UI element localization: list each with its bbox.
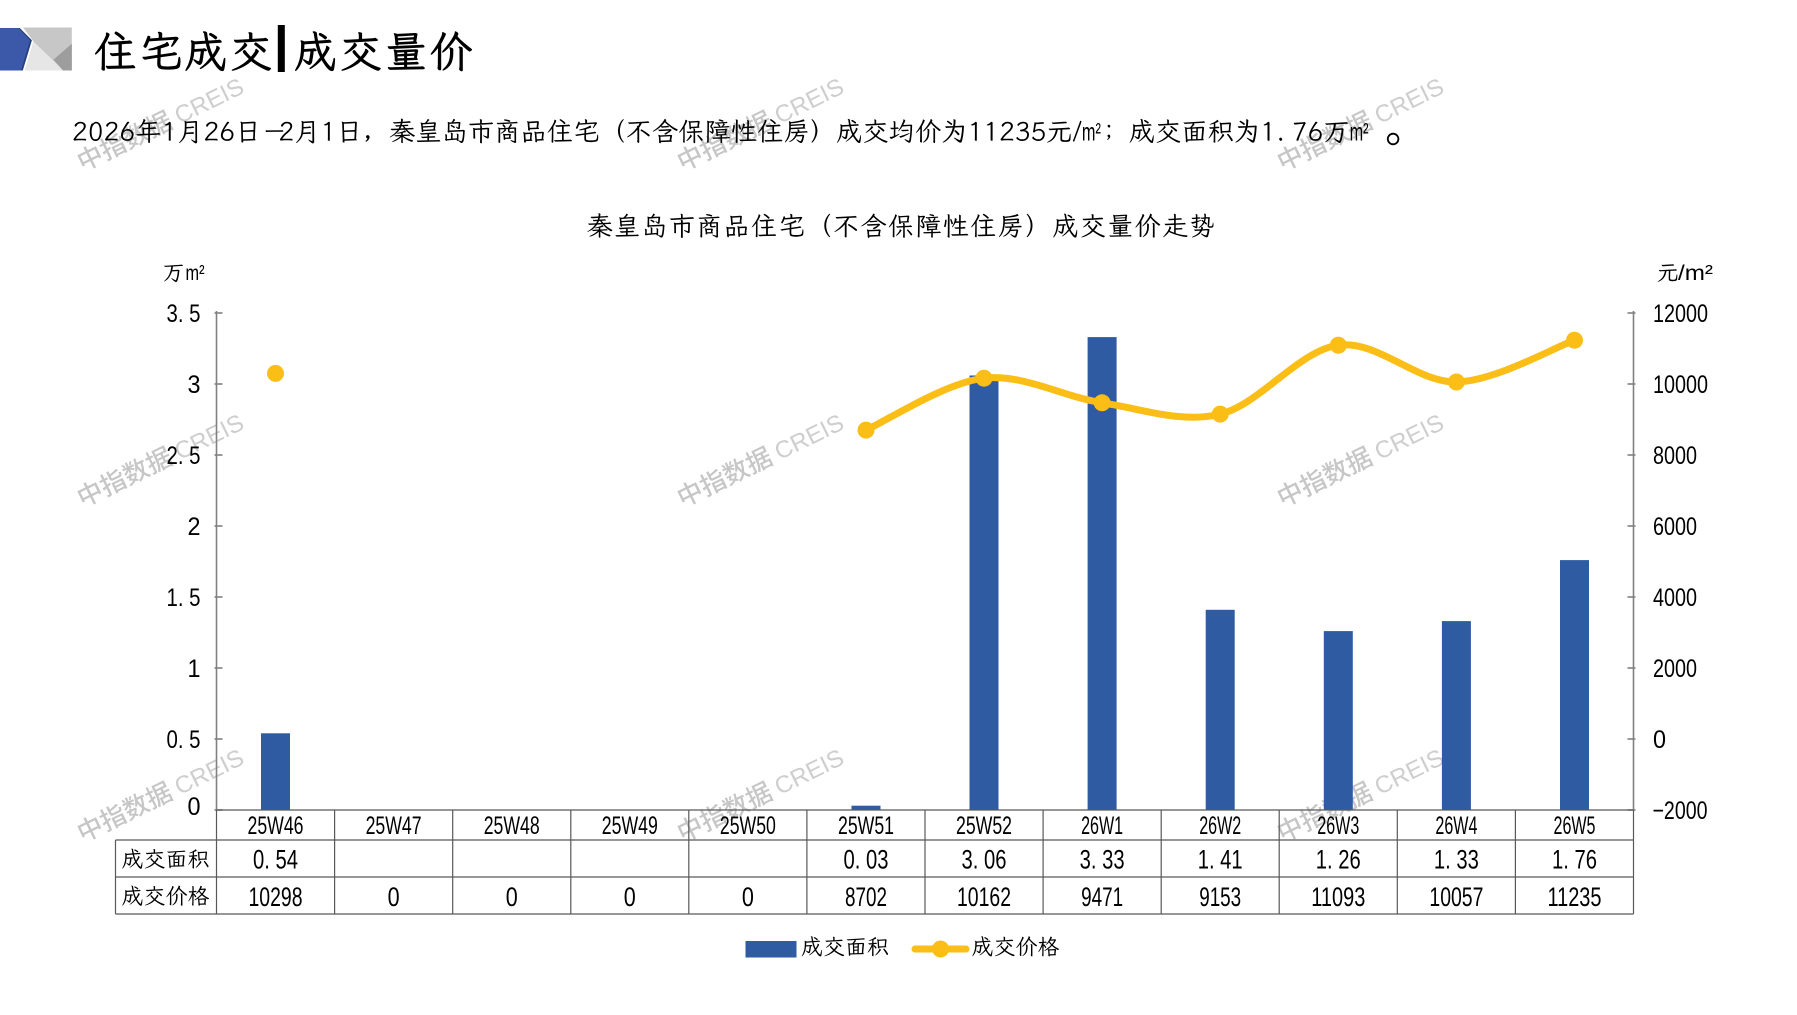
svg-text:11093: 11093	[1311, 882, 1365, 912]
svg-text:25W46: 25W46	[248, 812, 304, 840]
svg-text:m²: m²	[1350, 119, 1369, 147]
svg-text:0: 0	[188, 793, 201, 821]
svg-text:2. 5: 2. 5	[167, 442, 201, 470]
svg-text:6000: 6000	[1653, 513, 1697, 541]
svg-text:25W48: 25W48	[484, 812, 540, 840]
svg-text:1. 5: 1. 5	[167, 584, 201, 612]
svg-text:3. 5: 3. 5	[167, 300, 201, 328]
svg-text:3. 33: 3. 33	[1080, 844, 1125, 874]
svg-text:0: 0	[506, 882, 518, 912]
svg-text:12000: 12000	[1653, 300, 1708, 328]
svg-text:26W2: 26W2	[1199, 812, 1241, 840]
svg-text:8702: 8702	[845, 882, 887, 912]
svg-text:1: 1	[188, 655, 201, 683]
svg-text:1. 26: 1. 26	[1316, 844, 1361, 874]
svg-text:11235: 11235	[1548, 882, 1602, 912]
svg-text:0: 0	[1653, 726, 1666, 754]
svg-text:3: 3	[188, 371, 201, 399]
svg-text:m²: m²	[186, 262, 205, 285]
svg-text:0. 5: 0. 5	[167, 726, 201, 754]
svg-text:3. 06: 3. 06	[962, 844, 1007, 874]
svg-text:0. 54: 0. 54	[253, 844, 298, 874]
svg-text:9471: 9471	[1081, 882, 1123, 912]
svg-text:25W47: 25W47	[366, 812, 422, 840]
svg-text:26W5: 26W5	[1554, 812, 1596, 840]
svg-text:25W50: 25W50	[720, 812, 776, 840]
svg-text:1. 33: 1. 33	[1434, 844, 1479, 874]
svg-text:26W1: 26W1	[1081, 812, 1123, 840]
svg-text:10162: 10162	[957, 882, 1011, 912]
svg-text:1. 76: 1. 76	[1552, 844, 1597, 874]
svg-text:25W52: 25W52	[956, 812, 1012, 840]
svg-text:0: 0	[742, 882, 754, 912]
svg-text:8000: 8000	[1653, 442, 1697, 470]
svg-text:25W49: 25W49	[602, 812, 658, 840]
svg-text:m²: m²	[1082, 119, 1101, 147]
svg-text:−2000: −2000	[1653, 797, 1708, 825]
svg-text:4000: 4000	[1653, 584, 1697, 612]
svg-text:26W4: 26W4	[1435, 812, 1477, 840]
svg-text:2: 2	[188, 513, 201, 541]
svg-text:0: 0	[388, 882, 400, 912]
svg-text:10000: 10000	[1653, 371, 1708, 399]
svg-text:10057: 10057	[1429, 882, 1483, 912]
svg-text:9153: 9153	[1199, 882, 1241, 912]
svg-text:/m²: /m²	[1678, 262, 1713, 285]
svg-text:26W3: 26W3	[1317, 812, 1359, 840]
svg-text:0: 0	[624, 882, 636, 912]
svg-text:1. 41: 1. 41	[1198, 844, 1243, 874]
svg-text:2000: 2000	[1653, 655, 1697, 683]
svg-text:25W51: 25W51	[838, 812, 894, 840]
svg-text:0. 03: 0. 03	[844, 844, 889, 874]
svg-text:10298: 10298	[249, 882, 303, 912]
